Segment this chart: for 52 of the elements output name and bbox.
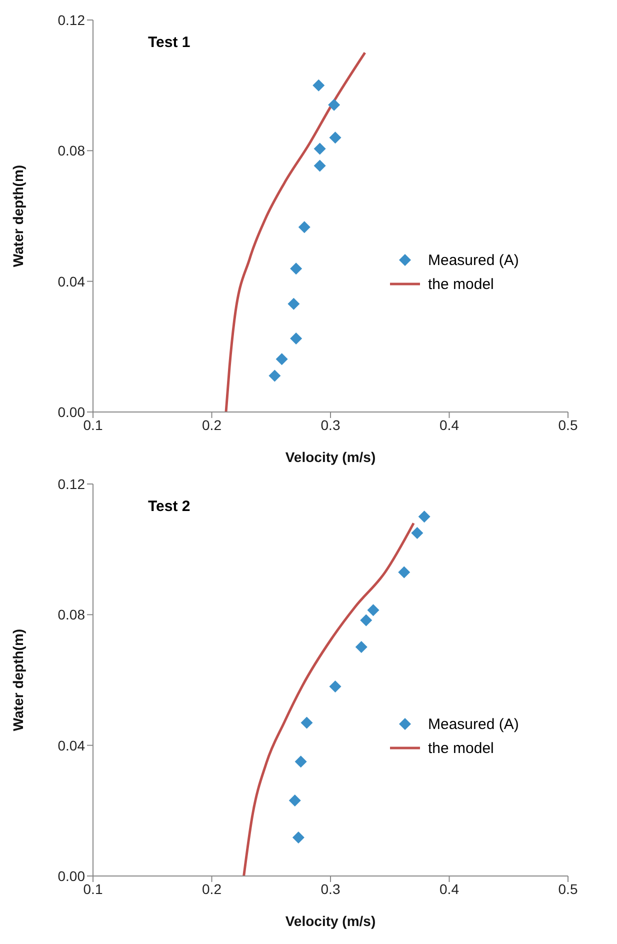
y-axis-title: Water depth(m): [10, 164, 26, 268]
y-tick-label: 0.04: [58, 273, 86, 290]
point: [288, 298, 300, 310]
point: [355, 641, 368, 654]
x-tick-label: 0.5: [558, 880, 578, 897]
x-tick-label: 0.1: [83, 880, 103, 897]
x-tick-label: 0.4: [440, 880, 460, 897]
y-tick-label: 0.12: [58, 476, 86, 492]
y-tick-label: 0.04: [58, 737, 86, 754]
point: [329, 680, 342, 693]
point: [290, 262, 302, 275]
legend-label: the model: [428, 276, 494, 292]
point: [290, 332, 302, 344]
x-tick-label: 0.5: [558, 416, 578, 433]
x-tick-label: 0.4: [440, 416, 460, 433]
legend-label: Measured (A): [428, 252, 519, 268]
x-tick-label: 0.2: [202, 880, 222, 897]
y-tick-label: 0.08: [58, 142, 86, 159]
point: [411, 527, 424, 539]
x-tick-label: 0.3: [320, 416, 340, 433]
text: Test 2: [148, 498, 190, 515]
point: [314, 160, 326, 172]
y-tick-label: 0.08: [58, 606, 86, 623]
x-tick-label: 0.2: [202, 416, 222, 433]
x-axis-title: Velocity (m/s): [285, 449, 376, 465]
y-tick-label: 0.00: [58, 868, 86, 884]
x-axis-title: Velocity (m/s): [285, 913, 376, 929]
point: [329, 132, 342, 144]
point: [314, 142, 326, 155]
point: [300, 716, 313, 729]
point: [312, 79, 325, 92]
y-axis-title: Water depth(m): [10, 628, 26, 732]
line-series: [224, 51, 366, 412]
text: Test 1: [148, 34, 190, 51]
point: [268, 370, 281, 382]
y-tick-label: 0.12: [58, 12, 86, 28]
point: [328, 98, 340, 111]
line-series: [242, 522, 415, 876]
x-tick-label: 0.1: [83, 416, 103, 433]
point: [367, 604, 380, 616]
point: [276, 353, 288, 366]
y-tick-label: 0.00: [58, 404, 86, 420]
point: [418, 510, 430, 523]
point: [294, 756, 307, 768]
x-tick-label: 0.3: [320, 880, 340, 897]
point: [288, 794, 301, 807]
point: [292, 831, 304, 844]
point: [398, 566, 410, 578]
legend-label: Measured (A): [428, 716, 519, 732]
point: [298, 221, 310, 234]
legend-label: the model: [428, 740, 494, 756]
point: [360, 614, 372, 626]
